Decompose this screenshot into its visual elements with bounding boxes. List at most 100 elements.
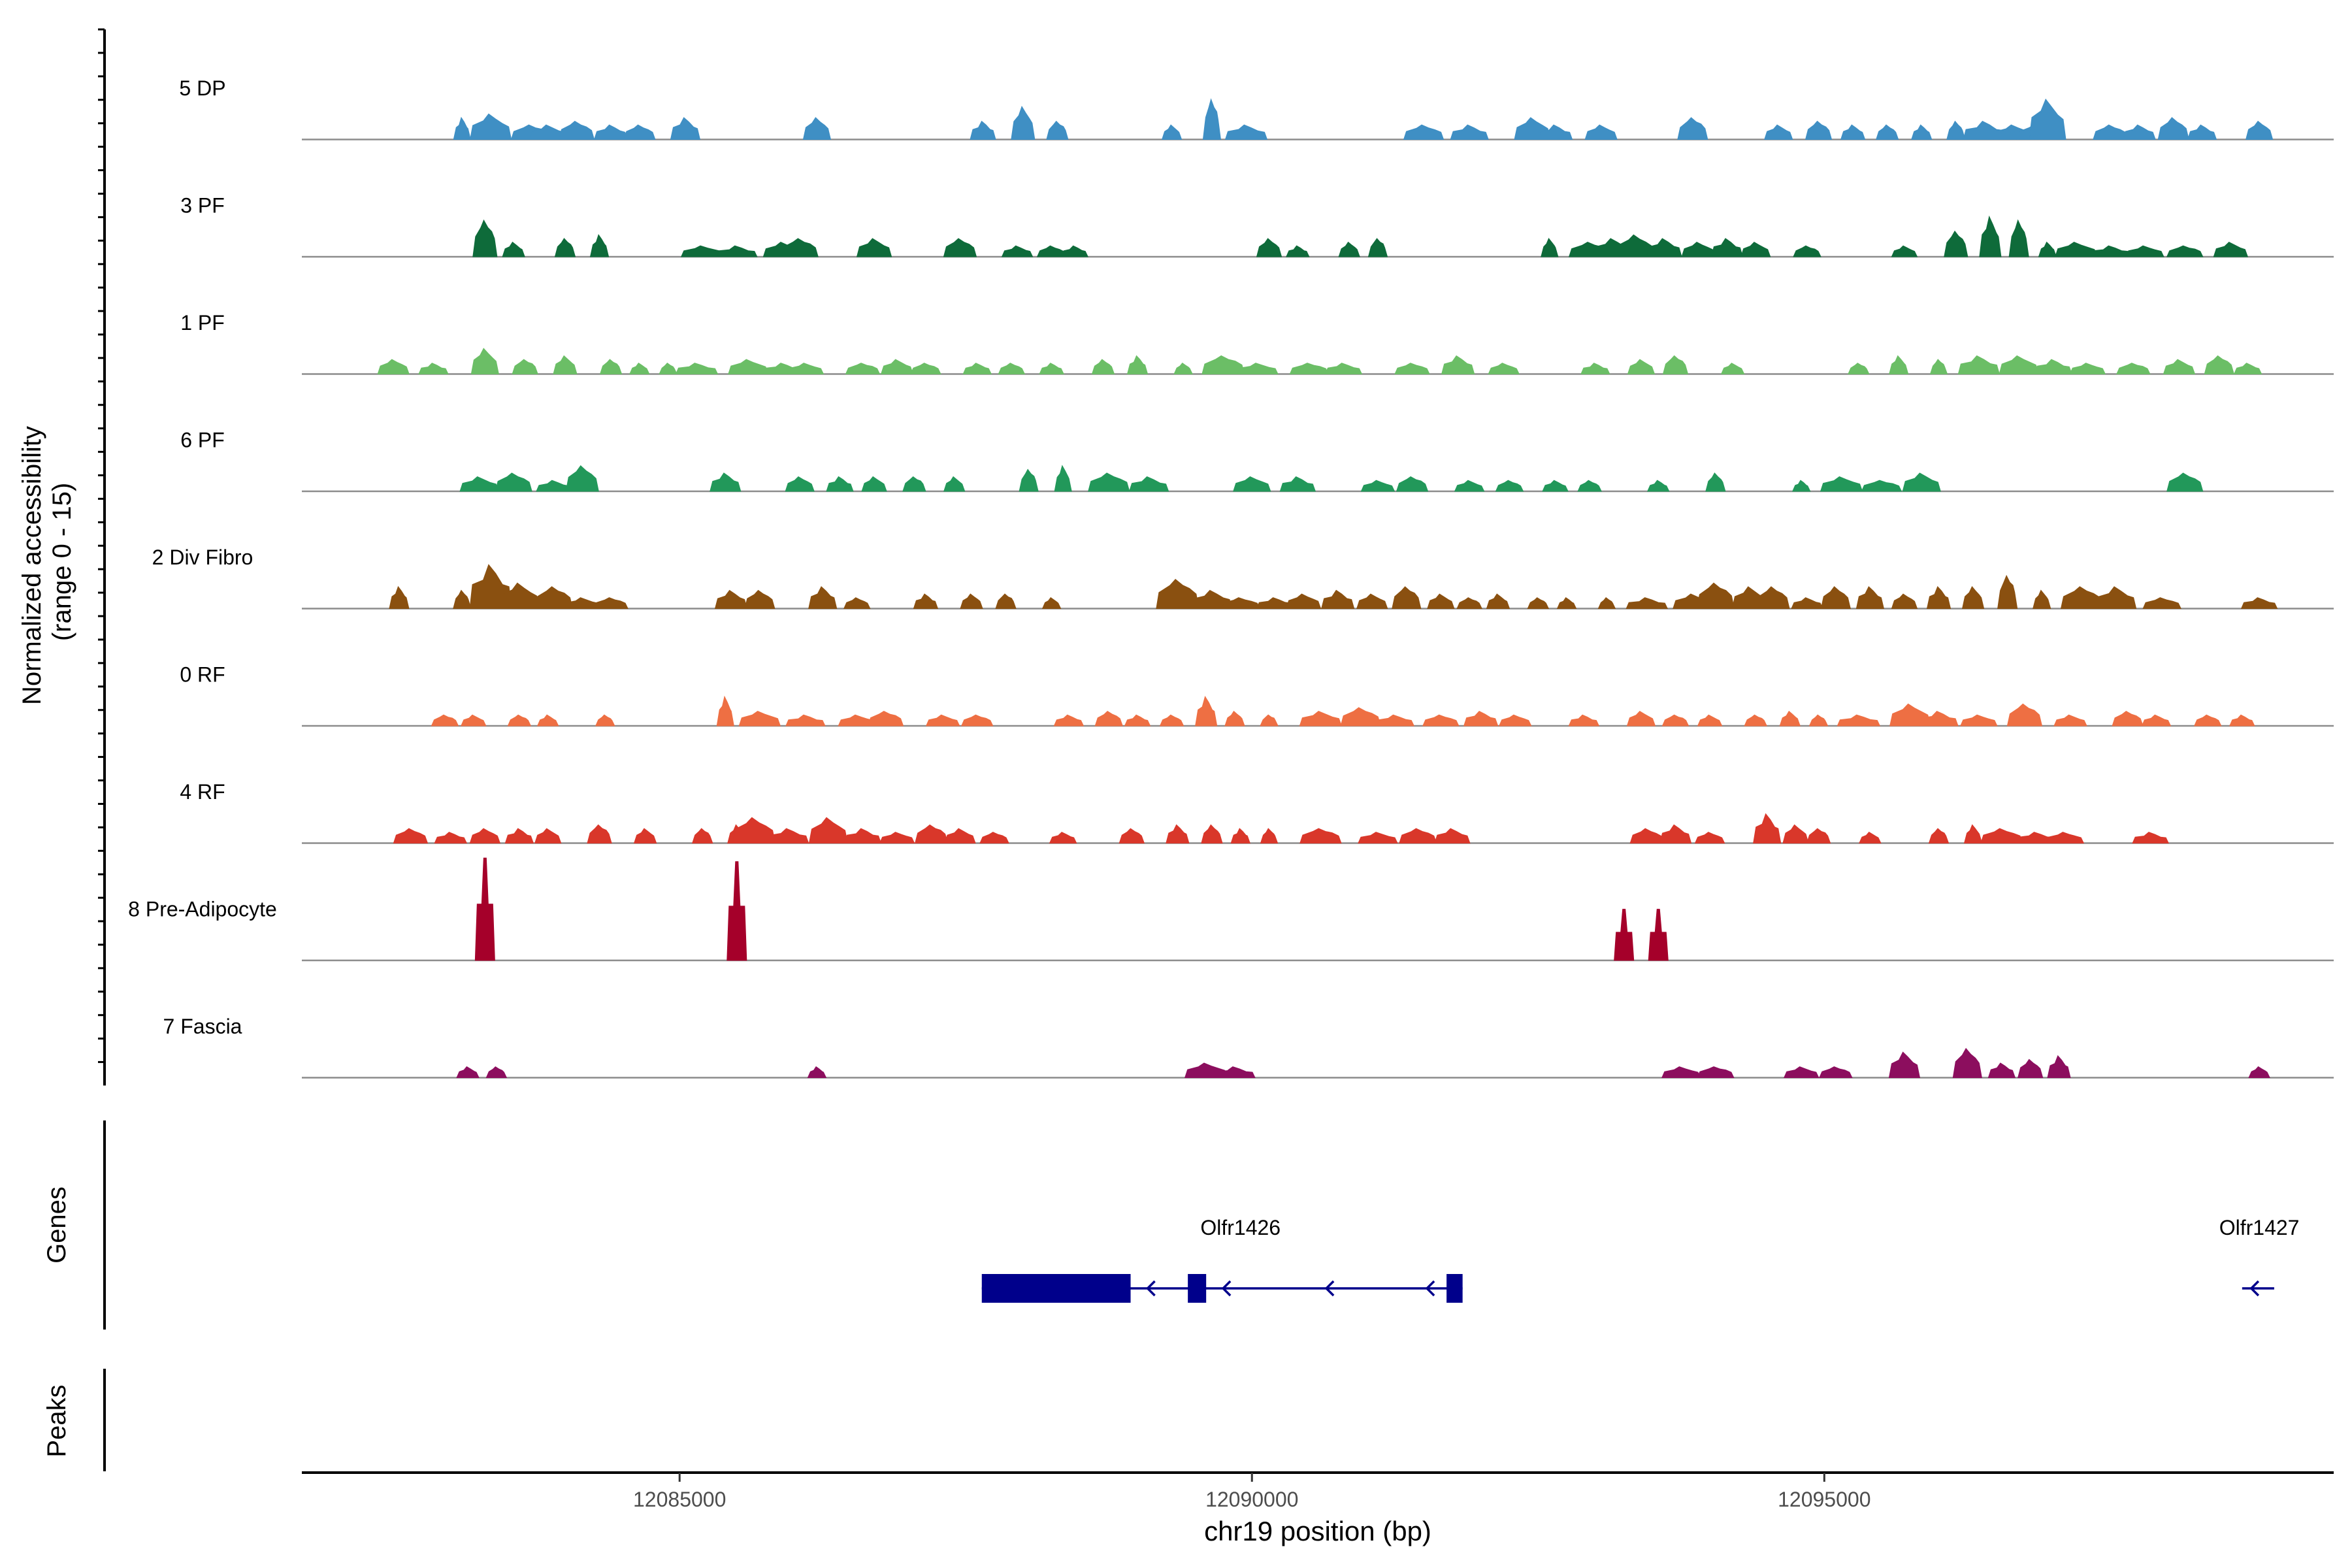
gene-olfr1426: Olfr1426	[981, 1216, 1463, 1303]
track-0-rf: 0 RF	[180, 663, 2334, 727]
track-1-pf: 1 PF	[180, 311, 2334, 375]
coverage-peak	[1997, 574, 2018, 609]
track-4-rf: 4 RF	[180, 780, 2334, 844]
coverage-peak	[1091, 359, 1115, 374]
coverage-peak	[880, 359, 914, 374]
coverage-peak	[2166, 472, 2204, 492]
coverage-peak	[1629, 828, 1664, 843]
coverage-peak	[2008, 219, 2029, 257]
coverage-peak	[915, 824, 949, 843]
peaks-panel-label: Peaks	[42, 1384, 71, 1457]
coverage-peak	[843, 828, 882, 843]
coverage-peak	[1753, 813, 1782, 843]
coverage-peak	[1201, 355, 1245, 374]
coverage-peak	[456, 1066, 480, 1078]
coverage-peak	[1646, 480, 1670, 492]
coverage-peak	[1661, 1066, 1701, 1078]
coverage-peak	[474, 857, 495, 961]
coverage-peak	[1375, 714, 1415, 727]
coverage-peak	[710, 472, 742, 492]
coverage-peak	[2166, 245, 2204, 257]
strand-arrow	[1324, 1280, 1335, 1297]
coverage-peak	[1049, 832, 1077, 843]
coverage-peak	[1837, 714, 1881, 727]
coverage-peak	[389, 585, 410, 609]
coverage-peak	[1891, 593, 1918, 609]
coverage-peak	[1659, 824, 1692, 843]
coverage-peak	[553, 355, 578, 374]
coverage-peak	[1946, 120, 1966, 140]
coverage-peak	[1987, 1062, 2016, 1078]
coverage-peak	[1488, 363, 1520, 374]
coverage-peak	[2095, 586, 2137, 609]
coverage-peak	[826, 476, 854, 492]
coverage-peak	[716, 695, 734, 727]
coverage-peak	[1662, 355, 1689, 374]
coverage-peak	[536, 714, 559, 727]
coverage-peak	[502, 241, 525, 257]
gene-annotation-panel: Genes Olfr1426 Olfr1427	[42, 1120, 2299, 1330]
coverage-peak	[910, 363, 941, 374]
coverage-peak	[1202, 98, 1221, 140]
coverage-peak	[2069, 363, 2106, 374]
coverage-peak	[1289, 363, 1330, 374]
coverage-peak	[1360, 480, 1396, 492]
coverage-peak	[1427, 593, 1455, 609]
coverage-peak	[1403, 124, 1445, 140]
coverage-peak	[1928, 828, 1950, 843]
coverage-peak	[1434, 828, 1471, 843]
coverage-peak	[785, 714, 826, 727]
coverage-peak	[1577, 480, 1602, 492]
coverage-peak	[714, 589, 748, 609]
coverage-peak	[1764, 124, 1793, 140]
x-tick-label: 12090000	[1205, 1488, 1298, 1511]
coverage-peak	[536, 480, 572, 492]
track-label: 4 RF	[180, 780, 225, 804]
coverage-peak	[1542, 480, 1569, 492]
coverage-peak	[623, 124, 656, 140]
coverage-peak	[431, 714, 459, 727]
coverage-peak	[728, 359, 769, 374]
coverage-peak	[1463, 710, 1499, 727]
coverage-peak	[504, 828, 534, 843]
coverage-peak	[1929, 359, 1948, 374]
coverage-peak	[1677, 117, 1708, 140]
coverage-peak	[2112, 711, 2144, 727]
track-label: 3 PF	[180, 194, 225, 218]
coverage-peak	[1237, 363, 1279, 374]
coverage-peak	[1498, 714, 1532, 727]
coverage-peak	[1720, 363, 1745, 374]
coverage-peak	[1156, 579, 1200, 609]
coverage-peak	[1625, 597, 1669, 609]
coverage-peak	[1556, 597, 1577, 609]
coverage-peak	[1697, 1066, 1735, 1078]
coverage-peak	[459, 476, 499, 492]
x-tick-label: 12095000	[1778, 1488, 1870, 1511]
coverage-peak	[744, 589, 776, 609]
coverage-peak	[960, 714, 994, 727]
coverage-peak	[1001, 245, 1034, 257]
coverage-peak	[2194, 714, 2222, 727]
coverage-peak	[1214, 1066, 1256, 1078]
coverage-peak	[802, 117, 832, 140]
track-label: 7 Fascia	[163, 1015, 242, 1038]
coverage-peak	[1527, 597, 1550, 609]
track-2-div-fibro: 2 Div Fibro	[152, 546, 2334, 610]
coverage-peak	[393, 828, 429, 843]
coverage-peak	[1859, 832, 1882, 843]
coverage-peak	[1128, 476, 1169, 492]
coverage-peak	[1820, 586, 1851, 609]
coverage-peak	[565, 465, 599, 492]
track-5-dp: 5 DP	[179, 76, 2334, 140]
coverage-peak	[1806, 828, 1831, 843]
gene-label: Olfr1426	[1200, 1216, 1281, 1239]
coverage-peak	[2233, 363, 2262, 374]
coverage-peak	[1394, 363, 1430, 374]
coverage-peak	[633, 828, 657, 843]
y-axis-label-line-1: Normalized accessibility	[18, 426, 46, 705]
coverage-peak	[2090, 245, 2131, 257]
coverage-peak	[507, 714, 532, 727]
coverage-peak	[1367, 238, 1388, 257]
coverage-peak	[1456, 597, 1482, 609]
coverage-peak	[845, 363, 881, 374]
